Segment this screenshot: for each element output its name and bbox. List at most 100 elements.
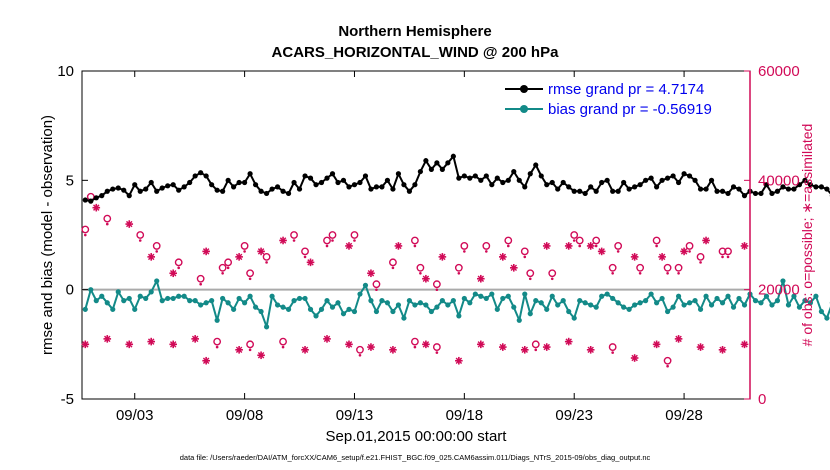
- obs-assimilated-marker: [696, 343, 705, 351]
- bias-series: [82, 278, 830, 330]
- bias-point: [170, 295, 176, 302]
- bias-point: [483, 295, 489, 302]
- bias-point: [324, 298, 330, 304]
- bias-point: [752, 298, 759, 304]
- bias-point: [351, 308, 358, 315]
- rmse-point: [176, 187, 182, 193]
- bias-point: [785, 302, 792, 308]
- obs-assimilated-marker: [438, 253, 447, 261]
- bias-point: [802, 298, 808, 304]
- bias-point: [807, 300, 814, 306]
- obs-possible-marker: [460, 242, 469, 253]
- rmse-point: [269, 186, 275, 192]
- rmse-point: [104, 188, 110, 194]
- rmse-point: [599, 179, 605, 186]
- obs-assimilated-marker: [520, 346, 529, 354]
- rmse-point: [604, 177, 610, 183]
- rmse-point: [263, 190, 270, 197]
- x-tick-label: 09/03: [116, 407, 154, 424]
- bias-point: [99, 293, 105, 299]
- rmse-point: [461, 173, 467, 179]
- rmse-point: [88, 198, 94, 204]
- obs-possible-marker: [218, 263, 227, 275]
- obs-possible-marker: [432, 343, 441, 354]
- bias-point: [329, 304, 336, 310]
- bias-point: [522, 291, 528, 297]
- rmse-point: [708, 177, 715, 183]
- obs-assimilated-marker: [597, 247, 606, 256]
- obs-possible-marker: [350, 231, 359, 242]
- rmse-point: [445, 160, 451, 166]
- obs-possible-marker: [246, 340, 254, 352]
- rmse-point: [181, 184, 187, 190]
- bias-point: [209, 298, 215, 304]
- bias-point: [263, 324, 270, 330]
- rmse-point: [758, 190, 764, 197]
- bias-point: [417, 300, 423, 306]
- bias-point: [659, 295, 665, 302]
- obs-possible-marker: [614, 242, 623, 253]
- obs-assimilated-marker: [674, 335, 683, 343]
- bias-point: [274, 302, 281, 308]
- rmse-point: [412, 182, 418, 188]
- rmse-point: [82, 197, 88, 203]
- obs-assimilated-marker: [509, 264, 518, 272]
- y-right-tick-label: 0: [758, 391, 766, 408]
- bias-point: [478, 293, 484, 299]
- rmse-point: [187, 179, 193, 186]
- bias-point: [104, 300, 110, 306]
- obs-assimilated-marker: [389, 346, 397, 354]
- x-axis-label: Sep.01,2015 00:00:00 start: [326, 428, 508, 445]
- obs-assimilated-marker: [422, 274, 430, 283]
- rmse-point: [93, 195, 99, 201]
- rmse-point: [148, 179, 154, 186]
- obs-assimilated-marker: [235, 346, 243, 354]
- rmse-point: [154, 188, 160, 194]
- rmse-point: [115, 185, 121, 191]
- rmse-point: [472, 173, 478, 179]
- bias-point: [412, 302, 418, 308]
- obs-assimilated-marker: [542, 242, 551, 250]
- rmse-point: [302, 173, 308, 179]
- obs-possible-marker: [411, 337, 419, 349]
- x-tick-label: 09/23: [555, 407, 593, 424]
- bias-point: [258, 308, 264, 315]
- bias-point: [615, 300, 621, 306]
- bias-point: [346, 306, 352, 312]
- rmse-point: [615, 188, 621, 194]
- rmse-point: [703, 186, 709, 192]
- obs-assimilated-marker: [191, 335, 199, 343]
- rmse-point: [159, 185, 165, 191]
- chart-title: Northern Hemisphere: [338, 23, 491, 40]
- y-right-tick-label: 20000: [758, 282, 800, 299]
- obs-assimilated-marker: [169, 340, 177, 349]
- obs-possible-marker: [575, 236, 584, 248]
- legend-rmse-marker: [520, 85, 528, 93]
- bias-point: [225, 300, 231, 306]
- bias-point: [214, 317, 220, 323]
- obs-possible-marker: [103, 214, 112, 226]
- obs-possible-marker: [224, 258, 233, 270]
- bias-point: [220, 295, 226, 302]
- rmse-point: [395, 171, 402, 177]
- obs-possible-marker: [416, 263, 425, 275]
- legend: rmse grand pr = 4.7174 bias grand pr = -…: [505, 81, 712, 118]
- obs-assimilated-marker: [323, 335, 331, 343]
- rmse-point: [538, 173, 544, 179]
- rmse-point: [571, 188, 577, 194]
- bias-point: [818, 308, 825, 315]
- rmse-point: [247, 171, 253, 177]
- obs-assimilated-marker: [630, 354, 639, 362]
- bias-point: [472, 291, 478, 297]
- obs-possible-marker: [262, 252, 271, 264]
- y-right-tick-label: 60000: [758, 63, 800, 80]
- rmse-point: [110, 186, 116, 192]
- obs-assimilated-marker: [345, 242, 353, 250]
- obs-possible-marker: [504, 236, 513, 248]
- rmse-point: [664, 175, 671, 181]
- rmse-point: [384, 177, 391, 183]
- rmse-point: [423, 158, 429, 164]
- rmse-point: [593, 188, 599, 194]
- rmse-point: [428, 166, 434, 172]
- rmse-point: [588, 184, 594, 190]
